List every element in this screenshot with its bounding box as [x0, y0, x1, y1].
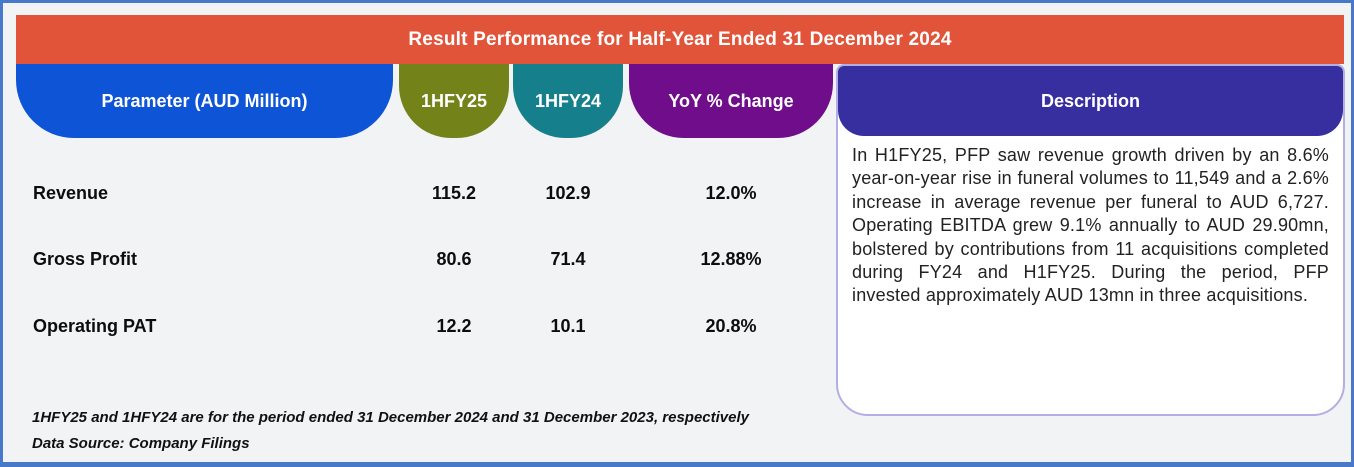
footnote-period: 1HFY25 and 1HFY24 are for the period end…: [32, 409, 750, 426]
gross-profit-1hfy24-value: 71.4: [550, 249, 586, 269]
column-header-parameter-label: Parameter (AUD Million): [101, 90, 308, 111]
operating-pat-yoy-value: 20.8%: [705, 316, 757, 336]
column-header-yoy-change: YoY % Change: [629, 64, 833, 138]
exhibit-title: Result Performance for Half-Year Ended 3…: [408, 28, 952, 50]
revenue-yoy-value: 12.0%: [705, 183, 757, 203]
row-label-gross-profit: Gross Profit: [33, 249, 138, 269]
table-row-revenue: Revenue 115.2 102.9 12.0%: [3, 183, 833, 207]
revenue-1hfy25-value: 115.2: [431, 183, 477, 203]
gross-profit-yoy-value: 12.88%: [700, 249, 762, 269]
column-header-yoy-change-label: YoY % Change: [668, 90, 794, 111]
row-label-operating-pat: Operating PAT: [33, 316, 157, 336]
column-header-description: Description: [838, 66, 1343, 136]
table-row-gross-profit: Gross Profit 80.6 71.4 12.88%: [3, 249, 833, 273]
description-panel: Description In H1FY25, PFP saw revenue g…: [836, 64, 1345, 416]
exhibit-title-bar: Result Performance for Half-Year Ended 3…: [16, 15, 1344, 64]
column-header-1hfy25: 1HFY25: [399, 64, 509, 138]
gross-profit-1hfy25-value: 80.6: [436, 249, 472, 269]
footnote-data-source: Data Source: Company Filings: [32, 435, 250, 452]
column-header-description-label: Description: [1040, 90, 1141, 111]
description-text: In H1FY25, PFP saw revenue growth driven…: [852, 145, 1329, 306]
column-header-1hfy25-label: 1HFY25: [420, 90, 488, 111]
table-row-operating-pat: Operating PAT 12.2 10.1 20.8%: [3, 316, 833, 340]
column-header-1hfy24-label: 1HFY24: [534, 90, 602, 111]
column-header-1hfy24: 1HFY24: [513, 64, 623, 138]
operating-pat-1hfy24-value: 10.1: [550, 316, 586, 336]
row-label-revenue: Revenue: [33, 183, 109, 203]
column-header-parameter: Parameter (AUD Million): [16, 64, 393, 138]
operating-pat-1hfy25-value: 12.2: [436, 316, 472, 336]
revenue-1hfy24-value: 102.9: [545, 183, 591, 203]
